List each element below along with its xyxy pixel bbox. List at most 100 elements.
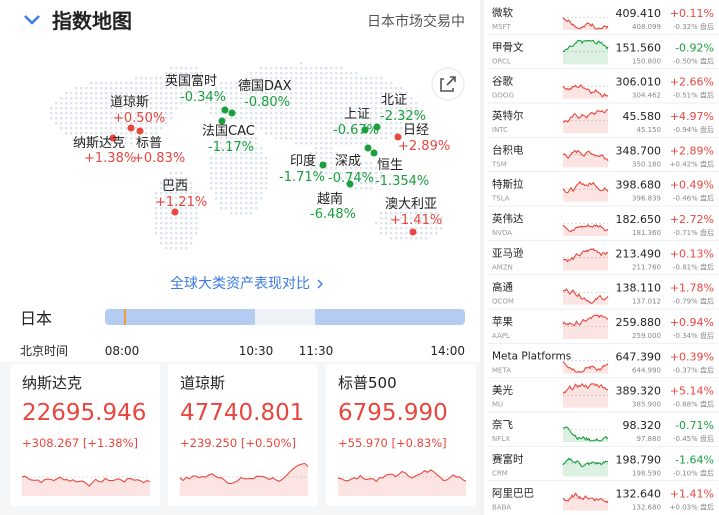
spark-area (563, 109, 608, 133)
stock-price: 409.410 (616, 7, 662, 20)
market-dot (370, 149, 378, 157)
market-dot (319, 161, 327, 169)
stock-price: 98.320 (623, 419, 662, 432)
stock-ticker: NFLX (492, 435, 510, 443)
market-change: -2.32% (380, 109, 426, 124)
market-dot (228, 109, 236, 117)
spark-area (563, 493, 608, 511)
market-change: -1.354% (375, 174, 429, 189)
after-price: 97.880 (637, 435, 662, 443)
spark-line (337, 469, 467, 483)
collapse-icon[interactable] (24, 15, 40, 25)
after-change: -0.37% 盘后 (673, 365, 714, 374)
market-name: 巴西 (162, 179, 188, 194)
market-name: 英国富时 (165, 73, 217, 89)
spark-line (562, 457, 609, 468)
stock-name: 阿里巴巴 (492, 488, 534, 500)
stock-name: 谷歌 (492, 75, 513, 88)
market-name: 标普 (136, 136, 162, 151)
spark-line (562, 150, 609, 162)
market-change: +0.83% (133, 151, 185, 166)
spark-area (563, 224, 608, 236)
spark-line (21, 475, 151, 487)
card-change: +239.250 [+0.50%] (180, 436, 296, 450)
stock-name: 美光 (492, 384, 513, 397)
market-name: 道琼斯 (110, 95, 149, 110)
stock-change: -0.92% (675, 41, 714, 54)
stock-change: -1.64% (675, 453, 714, 466)
market-change: -0.80% (244, 95, 290, 110)
link-arrow (317, 279, 323, 289)
timeline-label: 北京时间 (20, 344, 68, 358)
stock-name: 高通 (492, 281, 513, 294)
stock-change: +0.94% (670, 316, 714, 329)
market-change: -6.48% (310, 207, 356, 222)
spark-area (563, 150, 608, 168)
after-price: 45.150 (637, 126, 662, 134)
after-price: 644.990 (632, 366, 661, 374)
stock-ticker: TSLA (491, 195, 510, 203)
spark-line (562, 84, 609, 98)
spark-line (562, 223, 609, 233)
stock-change: +0.13% (670, 247, 714, 260)
stock-name: 奈飞 (492, 418, 513, 431)
spark-line (179, 462, 309, 485)
spark-line (562, 314, 609, 327)
stock-ticker: GOOG (492, 92, 514, 100)
divider (480, 0, 484, 515)
stock-price: 182.650 (616, 213, 662, 226)
market-name: 印度 (290, 153, 316, 169)
stock-name: 亚马逊 (492, 247, 524, 259)
market-change: +1.41% (390, 213, 442, 228)
market-change: -0.67% (333, 123, 379, 138)
market-name: 北证 (381, 93, 407, 108)
card-change: +55.970 [+0.83%] (338, 436, 447, 450)
stock-name: 苹果 (492, 315, 513, 328)
world-map: 英国富时-0.34% 德国DAX-0.80% 道琼斯+0.50% 纳斯达克+1.38%… (50, 62, 450, 250)
index-card[interactable] (168, 364, 318, 506)
time-label: 11:30 (299, 344, 334, 358)
spark-line (562, 108, 609, 123)
stock-price: 398.680 (616, 179, 662, 192)
after-price: 211.760 (632, 263, 661, 271)
spark-line (562, 287, 609, 305)
stock-price: 348.700 (616, 144, 662, 157)
market-dot (136, 127, 144, 135)
share-icon (440, 76, 456, 92)
card-name: 纳斯达克 (22, 374, 82, 392)
stock-price: 198.790 (616, 453, 662, 466)
stock-change: -0.71% (675, 419, 714, 432)
stock-change: +1.78% (670, 282, 714, 295)
stock-price: 151.560 (616, 41, 662, 54)
compare-link[interactable]: 全球大类资产表现对比 (170, 275, 310, 292)
market-name: 纳斯达克 (73, 136, 125, 151)
stock-ticker: TSM (491, 160, 507, 168)
spark-area (563, 40, 608, 65)
stock-change: +2.89% (670, 144, 714, 157)
stock-price: 132.640 (616, 488, 662, 501)
stock-ticker: NVDA (492, 229, 512, 237)
stock-ticker: AAPL (492, 332, 510, 340)
stock-price: 138.110 (616, 282, 662, 295)
stock-name: 特斯拉 (492, 178, 524, 191)
after-change: -0.46% 盘后 (673, 194, 714, 203)
market-dot (373, 123, 381, 131)
after-change: +0.42% 盘后 (670, 159, 714, 168)
spark-area (563, 85, 608, 99)
spark-area (563, 248, 608, 271)
spark-line (562, 17, 609, 30)
spark-area (563, 383, 608, 408)
index-card[interactable] (326, 364, 476, 506)
time-label: 10:30 (239, 344, 274, 358)
lunch-break (255, 309, 315, 325)
after-price: 408.099 (632, 23, 661, 31)
market-name: 越南 (317, 191, 343, 207)
market-dot (346, 180, 354, 188)
stock-change: +0.11% (670, 7, 714, 20)
market-change: +0.50% (113, 111, 165, 126)
market-dot (409, 228, 417, 236)
spark-area (563, 181, 608, 202)
index-card[interactable] (10, 364, 160, 506)
stock-name: 英特尔 (492, 109, 524, 122)
after-change: -0.10% 盘后 (673, 468, 714, 477)
